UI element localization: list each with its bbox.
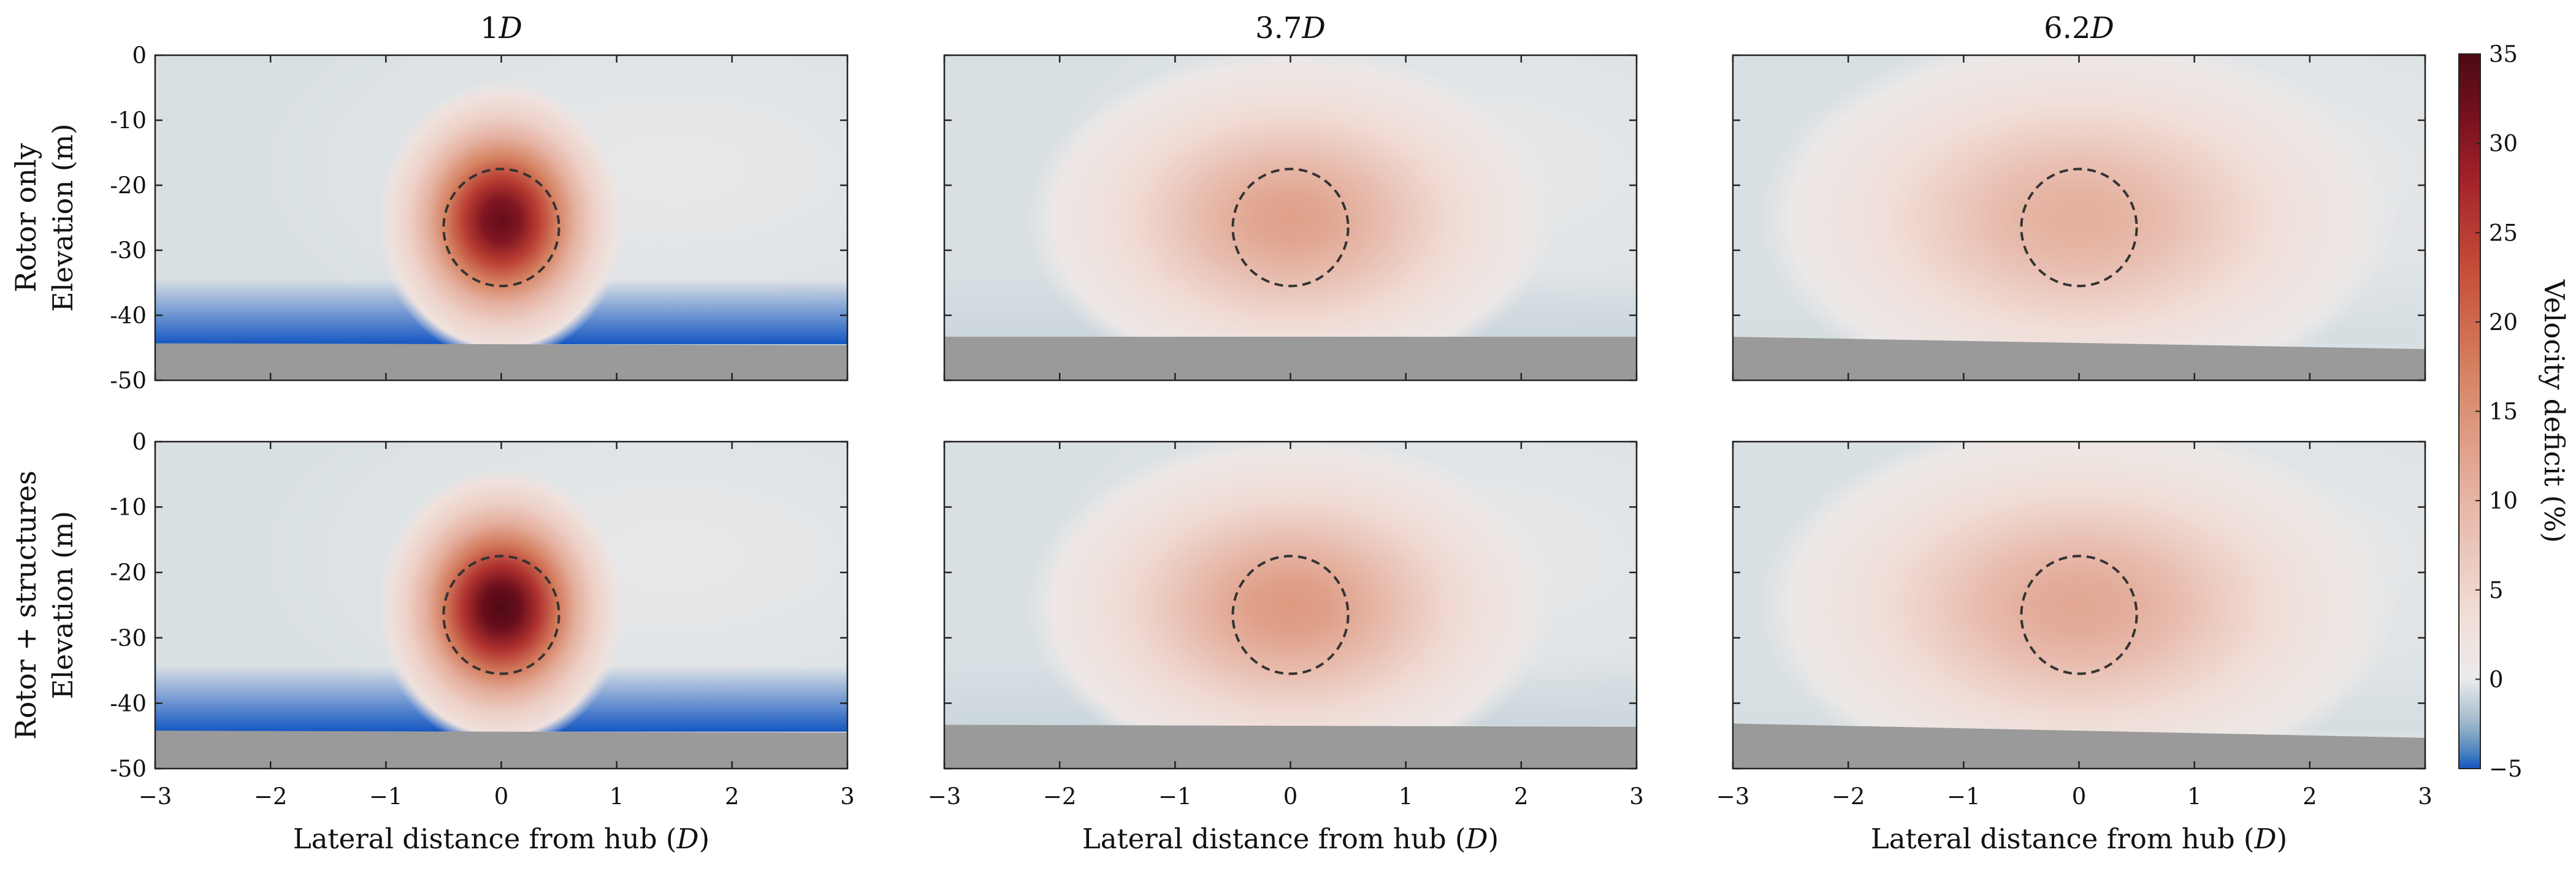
x-tick-label: 2	[1514, 783, 1529, 810]
y-tick-label: -10	[110, 107, 147, 134]
colorbar-tick-label: 15	[2489, 399, 2518, 425]
y-tick-label: -10	[110, 494, 147, 521]
x-tick-label: 1	[610, 783, 624, 810]
heatmap-panel: −3 −2 −1 0 1 2 3 0 -10 -20 -30 -40 -50 Lateral distan…	[110, 429, 854, 855]
y-tick-label: -40	[110, 302, 147, 329]
y-tick-label: -40	[110, 690, 147, 716]
rotor-swept-area-outline	[1231, 555, 1350, 675]
heatmap-panel: −3 −2 −1 0 1 2 3 Lateral distance from hub (D)	[1716, 440, 2433, 855]
panel-grid: 0-10-20-30-40-50−3 −2 −1 0 1 2 30-10-20-30-40-…	[110, 42, 2433, 855]
seabed-region	[1733, 336, 2425, 380]
seabed-region	[944, 336, 1637, 380]
x-tick-label: −3	[1716, 783, 1750, 810]
x-tick-label: −3	[139, 783, 172, 810]
x-tick-label: 2	[725, 783, 740, 810]
y-tick-label: 0	[132, 429, 147, 455]
heatmap-panel	[1732, 54, 2426, 382]
wake-deficit-region	[376, 80, 626, 361]
colorbar-tick-label: 0	[2489, 666, 2504, 693]
y-axis-label: Elevation (m)	[47, 124, 79, 312]
colorbar: 35 30 25 20 15 10 5 0 −5 Velocity deficit (%)	[2458, 41, 2570, 782]
x-tick-label: 1	[2187, 783, 2202, 810]
rotor-swept-area-outline	[1231, 167, 1350, 288]
seabed-region	[944, 724, 1637, 769]
row-label-rotor-structures: Rotor + structures	[9, 470, 42, 740]
y-tick-label: -50	[110, 756, 147, 782]
colorbar-tick-label: 25	[2489, 220, 2518, 246]
x-tick-label: −2	[254, 783, 288, 810]
colorbar-label: Velocity deficit (%)	[2538, 279, 2570, 543]
y-tick-label: -20	[110, 172, 147, 199]
colorbar-tick-label: −5	[2489, 756, 2523, 782]
colorbar-tick-label: 20	[2489, 309, 2518, 336]
y-tick-label: -30	[110, 237, 147, 264]
wake-deficit-region	[1760, 442, 2398, 769]
rotor-swept-area-outline	[2020, 167, 2138, 288]
x-tick-label: 3	[2418, 783, 2433, 810]
colorbar-tick-label: 5	[2489, 577, 2504, 604]
heatmap-panel	[943, 54, 1638, 382]
x-tick-label: −3	[928, 783, 961, 810]
heatmap-panel: −3 −2 −1 0 1 2 3 Lateral distance from hub (D)	[928, 440, 1644, 855]
x-tick-label: 1	[1399, 783, 1413, 810]
x-tick-label: 0	[494, 783, 509, 810]
heatmap-panel: 0 -10 -20 -30 -40 -50	[110, 42, 849, 394]
colorbar-tick-label: 30	[2489, 131, 2518, 157]
rotor-swept-area-outline	[2020, 555, 2138, 675]
wake-deficit-region	[1027, 442, 1554, 769]
y-axis-label: Elevation (m)	[47, 511, 79, 699]
seabed-region	[155, 731, 847, 769]
y-tick-label: -50	[110, 367, 147, 394]
x-tick-label: −2	[1832, 783, 1865, 810]
y-tick-label: -20	[110, 559, 147, 586]
y-tick-label: -30	[110, 625, 147, 651]
seabed-region	[1733, 723, 2425, 769]
seabed-region	[155, 343, 847, 380]
x-tick-label: −2	[1043, 783, 1077, 810]
x-tick-label: 0	[2072, 783, 2087, 810]
x-axis-label: Lateral distance from hub (D)	[1871, 823, 2287, 855]
x-axis-label: Lateral distance from hub (D)	[1082, 823, 1499, 855]
x-tick-label: −1	[1947, 783, 1981, 810]
x-tick-label: 3	[1629, 783, 1644, 810]
x-tick-label: 0	[1283, 783, 1298, 810]
column-title-6.2D: 6.2D	[2044, 11, 2114, 45]
colorbar-tick-label: 35	[2489, 41, 2518, 67]
wake-deficit-region	[1760, 55, 2398, 380]
x-tick-label: −1	[369, 783, 403, 810]
colorbar-tick-label: 10	[2489, 488, 2518, 514]
x-tick-label: 3	[840, 783, 855, 810]
row-label-rotor-only: Rotor only	[9, 143, 42, 292]
rotor-swept-area-outline	[442, 167, 560, 288]
x-tick-label: 2	[2303, 783, 2317, 810]
column-title-3.7D: 3.7D	[1255, 11, 1326, 45]
column-title-1D: 1D	[480, 11, 522, 45]
wake-deficit-region	[1027, 55, 1554, 380]
rotor-swept-area-outline	[442, 555, 560, 675]
y-tick-label: 0	[132, 42, 147, 69]
wake-deficit-region	[376, 466, 626, 750]
x-axis-label: Lateral distance from hub (D)	[293, 823, 709, 855]
x-tick-label: −1	[1158, 783, 1192, 810]
